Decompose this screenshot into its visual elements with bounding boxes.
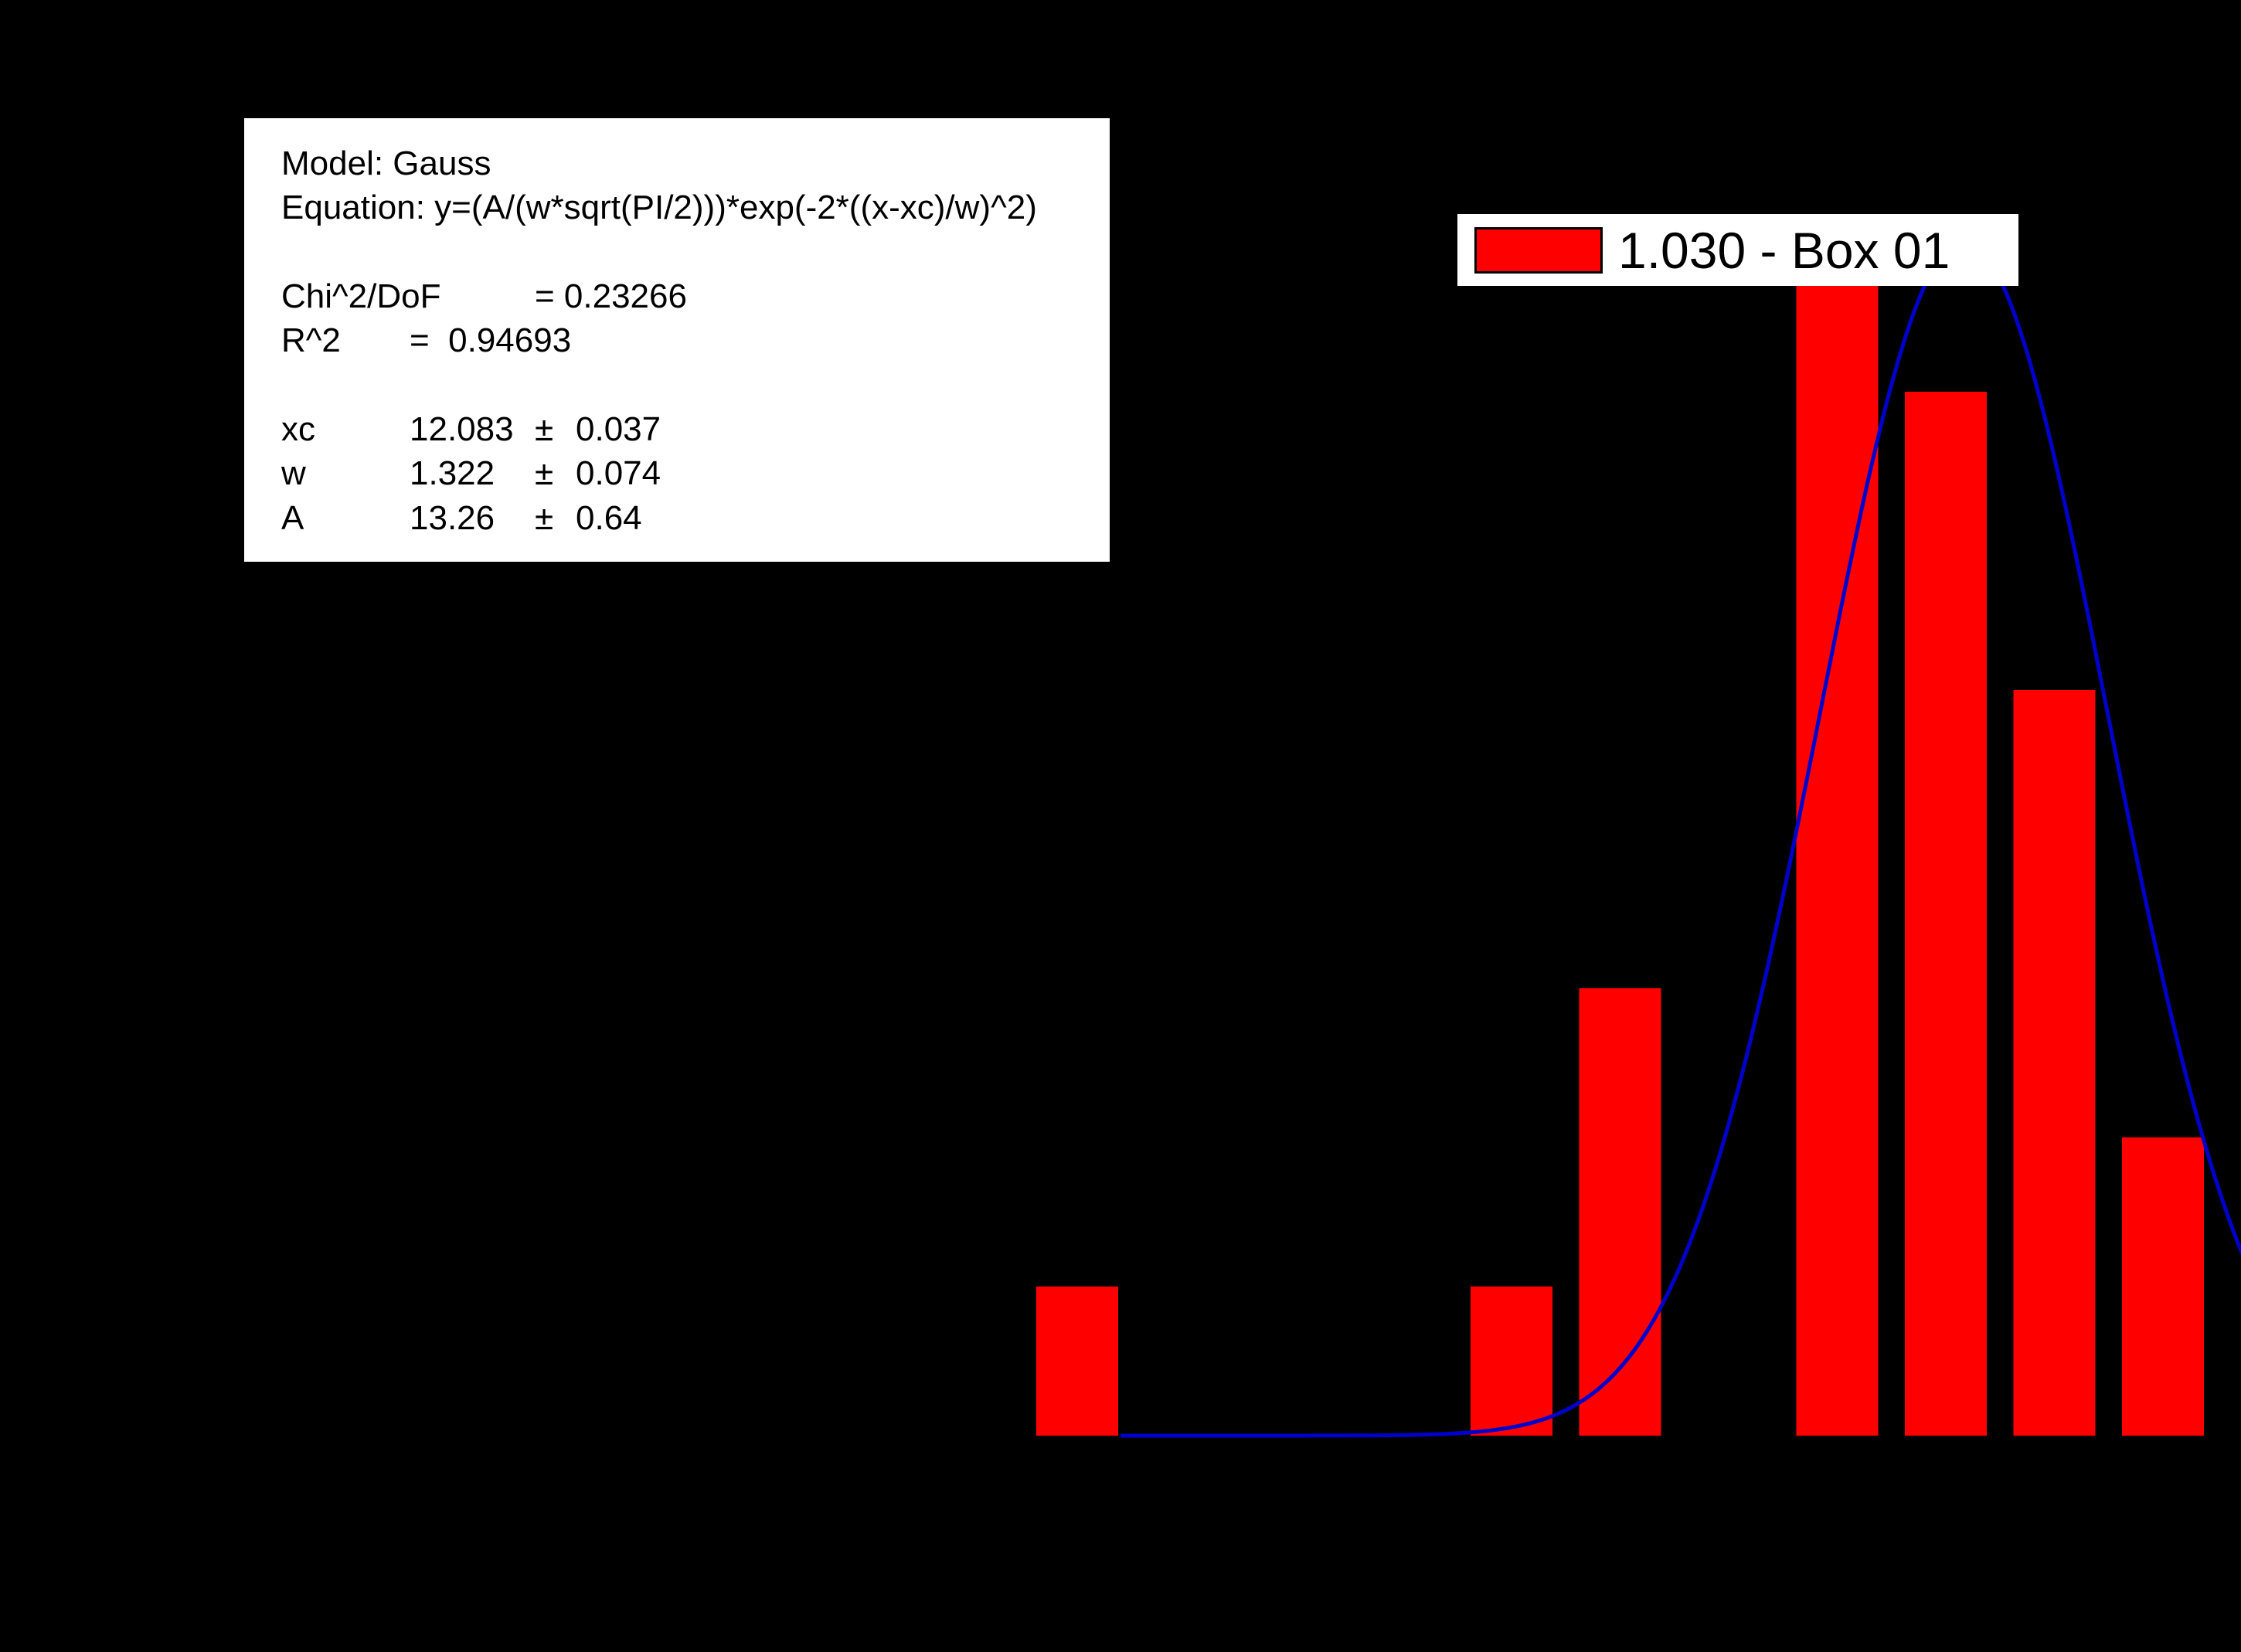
bars-layer [1036, 243, 2204, 1436]
histogram-bar [1796, 243, 1879, 1436]
chi-label: Chi^2/DoF [281, 277, 441, 315]
param-pm-xc: ± [535, 410, 554, 448]
param-name-w: w [281, 454, 306, 492]
param-value-a: 13.26 [410, 499, 495, 537]
histogram-bar [1036, 1287, 1118, 1436]
fit-results-box: Model: Gauss Equation: y=(A/(w*sqrt(PI/2… [244, 118, 1110, 562]
legend-label: 1.030 - Box 01 [1618, 222, 1950, 279]
param-value-xc: 12.083 [410, 410, 514, 448]
gauss-fit-curve [1120, 240, 2241, 1438]
legend-swatch [1474, 227, 1603, 274]
param-pm-a: ± [535, 499, 554, 537]
histogram-bar [2013, 690, 2096, 1436]
legend: 1.030 - Box 01 [1457, 214, 2018, 286]
chi-value: = 0.23266 [535, 277, 687, 315]
histogram-bar [1579, 988, 1661, 1436]
param-err-w: 0.074 [576, 454, 661, 492]
param-pm-w: ± [535, 454, 554, 492]
fit-equation-text: Equation: y=(A/(w*sqrt(PI/2)))*exp(-2*((… [281, 189, 1037, 226]
r2-value: = 0.94693 [410, 321, 572, 359]
param-name-xc: xc [281, 410, 315, 448]
param-value-w: 1.322 [410, 454, 495, 492]
histogram-bar [2122, 1137, 2204, 1436]
r2-label: R^2 [281, 321, 341, 359]
param-err-xc: 0.037 [576, 410, 661, 448]
param-err-a: 0.64 [576, 499, 642, 537]
param-name-a: A [281, 499, 304, 537]
histogram-bar [1905, 392, 1987, 1436]
histogram-bar [1471, 1287, 1552, 1436]
fit-model-text: Model: Gauss [281, 144, 491, 182]
